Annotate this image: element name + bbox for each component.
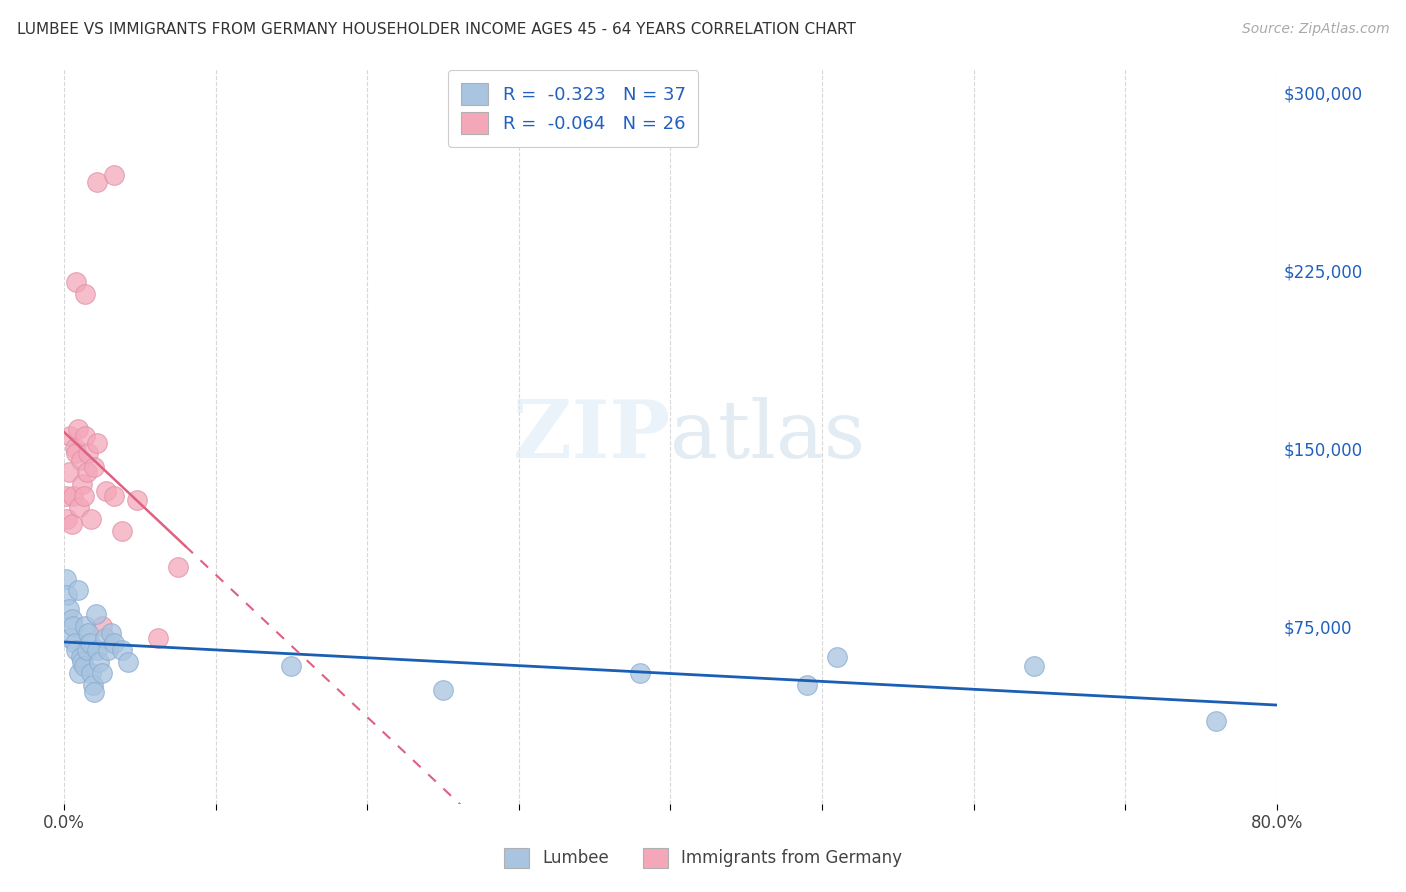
Point — [75, 286, 97, 301]
Point — [62, 489, 84, 503]
Point — [70, 655, 93, 669]
Point — [91, 619, 114, 633]
Point — [77, 446, 100, 460]
Point — [84, 607, 107, 622]
Point — [87, 655, 110, 669]
Point — [67, 666, 90, 681]
Point — [75, 429, 97, 443]
Point — [76, 642, 98, 657]
Point — [1205, 714, 1227, 728]
Point — [69, 649, 91, 664]
Point — [58, 602, 80, 616]
Point — [86, 436, 108, 450]
Point — [65, 642, 87, 657]
Point — [77, 626, 100, 640]
Point — [825, 649, 848, 664]
Point — [83, 460, 105, 475]
Point — [125, 493, 148, 508]
Point — [70, 476, 93, 491]
Point — [796, 678, 818, 692]
Point — [111, 524, 134, 538]
Point — [56, 512, 79, 526]
Point — [73, 489, 96, 503]
Point — [63, 441, 86, 455]
Point — [73, 659, 96, 673]
Point — [86, 642, 108, 657]
Legend: Lumbee, Immigrants from Germany: Lumbee, Immigrants from Germany — [498, 841, 908, 875]
Point — [65, 446, 87, 460]
Point — [59, 631, 82, 645]
Point — [63, 635, 86, 649]
Point — [111, 642, 134, 657]
Point — [94, 631, 117, 645]
Point — [432, 683, 454, 698]
Point — [103, 489, 125, 503]
Legend: R =  -0.323   N = 37, R =  -0.064   N = 26: R = -0.323 N = 37, R = -0.064 N = 26 — [449, 70, 699, 147]
Text: atlas: atlas — [671, 397, 866, 475]
Point — [97, 642, 120, 657]
Point — [60, 612, 83, 626]
Point — [55, 572, 77, 586]
Point — [67, 500, 90, 515]
Point — [66, 422, 89, 436]
Point — [76, 465, 98, 479]
Point — [82, 678, 104, 692]
Point — [80, 512, 103, 526]
Text: LUMBEE VS IMMIGRANTS FROM GERMANY HOUSEHOLDER INCOME AGES 45 - 64 YEARS CORRELAT: LUMBEE VS IMMIGRANTS FROM GERMANY HOUSEH… — [17, 22, 856, 37]
Point — [91, 666, 114, 681]
Point — [62, 619, 84, 633]
Point — [280, 659, 302, 673]
Point — [69, 453, 91, 467]
Point — [166, 559, 188, 574]
Point — [100, 626, 122, 640]
Point — [66, 583, 89, 598]
Point — [96, 483, 118, 498]
Point — [58, 465, 80, 479]
Point — [80, 666, 103, 681]
Point — [79, 635, 101, 649]
Point — [83, 685, 105, 699]
Point — [56, 588, 79, 602]
Text: ZIP: ZIP — [513, 397, 671, 475]
Text: Source: ZipAtlas.com: Source: ZipAtlas.com — [1241, 22, 1389, 37]
Point — [75, 619, 97, 633]
Point — [1024, 659, 1046, 673]
Point — [117, 655, 139, 669]
Point — [55, 489, 77, 503]
Point — [60, 516, 83, 531]
Point — [103, 635, 125, 649]
Point — [103, 169, 125, 183]
Point — [86, 175, 108, 189]
Point — [628, 666, 651, 681]
Point — [146, 631, 169, 645]
Point — [59, 429, 82, 443]
Point — [65, 275, 87, 289]
